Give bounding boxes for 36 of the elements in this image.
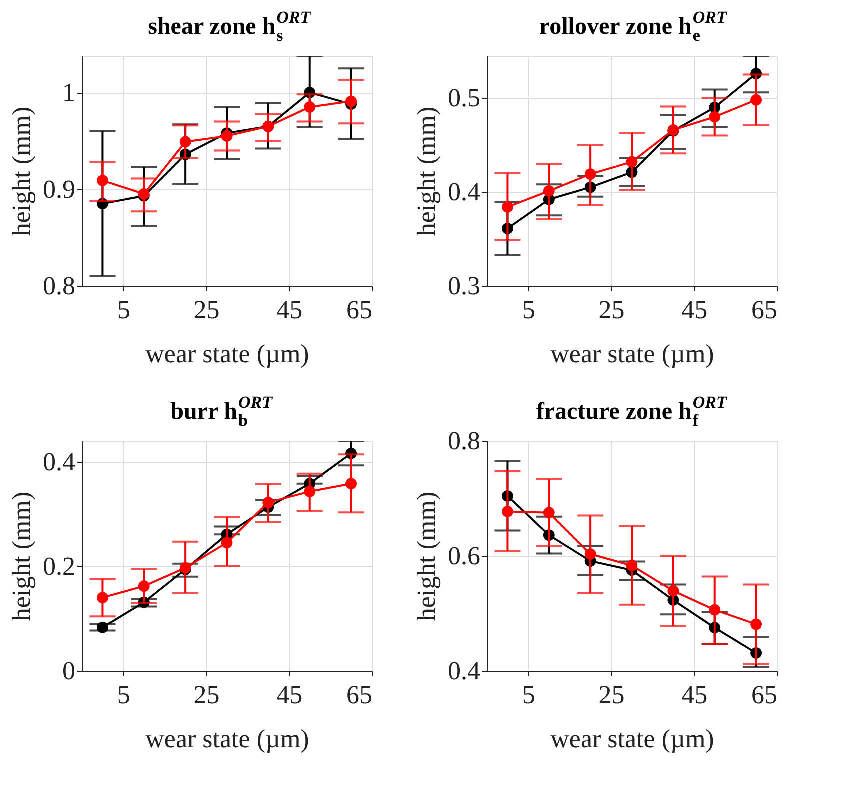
y-axis-title: height (mm)	[7, 106, 36, 236]
x-tick-label: 45	[276, 680, 303, 710]
x-tick-label: 65	[752, 680, 778, 710]
x-axis-title: wear state (µm)	[550, 724, 714, 754]
y-axis-title: height (mm)	[412, 492, 441, 622]
x-axis-title: wear state (µm)	[550, 340, 714, 368]
y-tick-label: 0.6	[448, 542, 480, 570]
x-tick-label: 45	[682, 680, 708, 710]
y-tick-label: 0.9	[43, 174, 76, 204]
y-tick-label: 0.8	[43, 272, 76, 300]
x-axis-title: wear state (µm)	[146, 724, 310, 754]
x-tick-label: 5	[117, 680, 130, 710]
x-tick-label: 5	[117, 296, 130, 324]
x-tick-label: 5	[522, 296, 536, 324]
x-tick-label: 25	[598, 680, 625, 710]
x-tick-label: 45	[276, 296, 303, 324]
y-tick-label: 1	[62, 78, 76, 108]
y-tick-label: 0.5	[448, 84, 480, 113]
x-tick-label: 25	[194, 680, 220, 710]
y-tick-label: 0.4	[448, 178, 480, 207]
y-tick-label: 0.2	[43, 552, 76, 581]
y-axis-title: height (mm)	[412, 106, 441, 236]
y-tick-label: 0.3	[448, 272, 480, 300]
y-tick-label: 0.4	[43, 447, 76, 476]
x-tick-label: 65	[346, 296, 372, 324]
x-tick-label: 45	[682, 296, 708, 324]
x-axis-title: wear state (µm)	[146, 340, 310, 368]
y-tick-label: 0.4	[448, 656, 480, 686]
y-axis-title: height (mm)	[7, 492, 36, 622]
x-tick-label: 25	[194, 296, 220, 324]
x-tick-label: 5	[522, 680, 536, 710]
x-tick-label: 65	[752, 296, 778, 324]
x-tick-label: 65	[346, 680, 372, 710]
y-tick-label: 0	[62, 656, 76, 686]
x-tick-label: 25	[598, 296, 625, 324]
y-tick-label: 0.8	[448, 426, 480, 456]
